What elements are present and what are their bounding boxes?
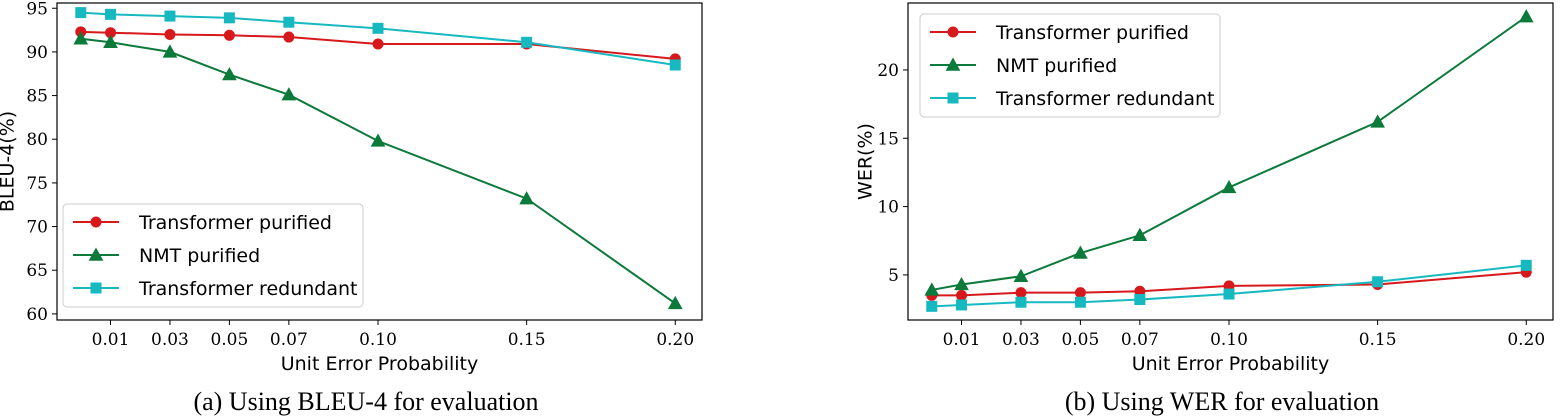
data-point xyxy=(283,31,295,43)
legend-label: NMT purified xyxy=(139,245,260,267)
data-point xyxy=(1221,179,1237,194)
plot-area xyxy=(73,7,683,310)
legend-marker xyxy=(88,247,104,261)
y-tick-label: 95 xyxy=(26,0,48,19)
x-tick-label: 0.20 xyxy=(656,330,694,350)
data-point xyxy=(75,7,87,19)
series-line-transformer-redundant xyxy=(931,264,1527,308)
data-point xyxy=(372,38,384,50)
data-point xyxy=(223,12,235,24)
data-point xyxy=(164,28,176,40)
legend-marker xyxy=(90,216,102,228)
y-tick-label: 5 xyxy=(888,266,899,286)
chart-bleu4: 60 65 70 75 80 85 90 95 0.01 0.03 0.05 0.07 0.10 0.15… xyxy=(0,0,703,416)
axes-frame xyxy=(56,2,703,321)
data-point xyxy=(372,22,384,34)
y-tick-label: 15 xyxy=(877,129,899,149)
data-point xyxy=(669,59,681,71)
y-tick-label: 70 xyxy=(26,218,48,238)
data-point xyxy=(1074,287,1086,299)
x-tick-label: 0.10 xyxy=(359,330,397,350)
data-point xyxy=(926,300,938,312)
data-point xyxy=(164,10,176,22)
data-point xyxy=(1372,276,1384,288)
x-tick-label: 0.01 xyxy=(92,330,130,350)
data-point xyxy=(667,295,683,310)
figure-caption: (a) Using BLEU-4 for evaluation xyxy=(193,387,538,416)
data-point xyxy=(519,191,534,205)
data-point xyxy=(1015,287,1027,299)
data-point xyxy=(1015,296,1027,308)
data-point xyxy=(521,36,533,48)
x-tick-label: 0.01 xyxy=(943,330,981,350)
legend: Transformer purified NMT purified Transfor… xyxy=(919,13,1221,118)
x-axis-label: Unit Error Probability xyxy=(281,353,479,375)
data-point xyxy=(1223,288,1235,300)
legend-marker xyxy=(947,92,959,104)
data-point xyxy=(105,8,117,20)
data-point xyxy=(956,299,968,311)
data-point xyxy=(956,289,968,301)
data-point xyxy=(162,44,178,58)
data-point xyxy=(1132,227,1148,241)
x-tick-label: 0.03 xyxy=(1002,330,1040,350)
x-tick-label: 0.15 xyxy=(1359,330,1397,350)
y-tick-label: 90 xyxy=(26,43,48,63)
y-tick-label: 60 xyxy=(26,305,48,325)
data-point xyxy=(1520,259,1532,271)
x-axis-label: Unit Error Probability xyxy=(1132,353,1330,375)
x-tick-label: 0.05 xyxy=(1061,330,1099,350)
data-point xyxy=(222,67,237,81)
data-point xyxy=(1013,268,1029,282)
legend-label: NMT purified xyxy=(996,55,1117,77)
x-tick-label: 0.07 xyxy=(1121,330,1159,350)
legend-label: Transformer purified xyxy=(138,212,332,234)
series-line-transformer-redundant xyxy=(80,11,676,66)
data-point xyxy=(370,133,386,147)
chart-wer: 5 10 15 20 0.01 0.03 0.05 0.07 0.10 0.15 0.20 Unit … xyxy=(855,2,1554,416)
series-line-nmt-purified xyxy=(80,37,676,305)
data-point xyxy=(954,276,969,291)
legend-box xyxy=(62,203,364,308)
x-tick-label: 0.03 xyxy=(151,330,189,350)
legend: Transformer purified NMT purified Transfor… xyxy=(62,203,364,308)
data-point xyxy=(1518,9,1534,23)
data-point xyxy=(1073,245,1088,259)
y-axis-label: WER(%) xyxy=(855,123,877,200)
y-tick-label: 20 xyxy=(877,61,899,81)
x-tick-label: 0.05 xyxy=(210,330,248,350)
legend-marker xyxy=(90,282,102,294)
legend-box xyxy=(919,13,1221,118)
x-tick-label: 0.20 xyxy=(1507,330,1545,350)
legend-label: Transformer redundant xyxy=(138,278,357,300)
y-tick-label: 10 xyxy=(877,198,899,218)
plot-area xyxy=(924,9,1534,312)
data-point xyxy=(1370,114,1385,128)
data-point xyxy=(281,87,297,101)
data-point xyxy=(73,31,89,45)
y-tick-label: 80 xyxy=(26,130,48,150)
legend-label: Transformer redundant xyxy=(995,88,1214,110)
y-tick-label: 65 xyxy=(26,261,48,281)
series-line-transformer-purified xyxy=(80,30,676,60)
series-line-nmt-purified xyxy=(931,15,1527,291)
x-tick-label: 0.10 xyxy=(1210,330,1248,350)
legend-label: Transformer purified xyxy=(995,22,1189,44)
figure-caption: (b) Using WER for evaluation xyxy=(1065,387,1379,416)
data-point xyxy=(103,34,118,48)
y-tick-label: 75 xyxy=(26,174,48,194)
x-tick-label: 0.15 xyxy=(508,330,546,350)
axes-frame xyxy=(907,2,1554,321)
data-point xyxy=(1074,296,1086,308)
y-tick-label: 85 xyxy=(26,87,48,107)
data-point xyxy=(283,16,295,28)
data-point xyxy=(223,29,235,41)
data-point xyxy=(924,282,940,296)
legend-marker xyxy=(947,26,959,38)
legend-marker xyxy=(945,57,961,71)
y-axis-label: BLEU-4(%) xyxy=(0,111,19,212)
data-point xyxy=(1134,294,1146,306)
x-tick-label: 0.07 xyxy=(270,330,308,350)
